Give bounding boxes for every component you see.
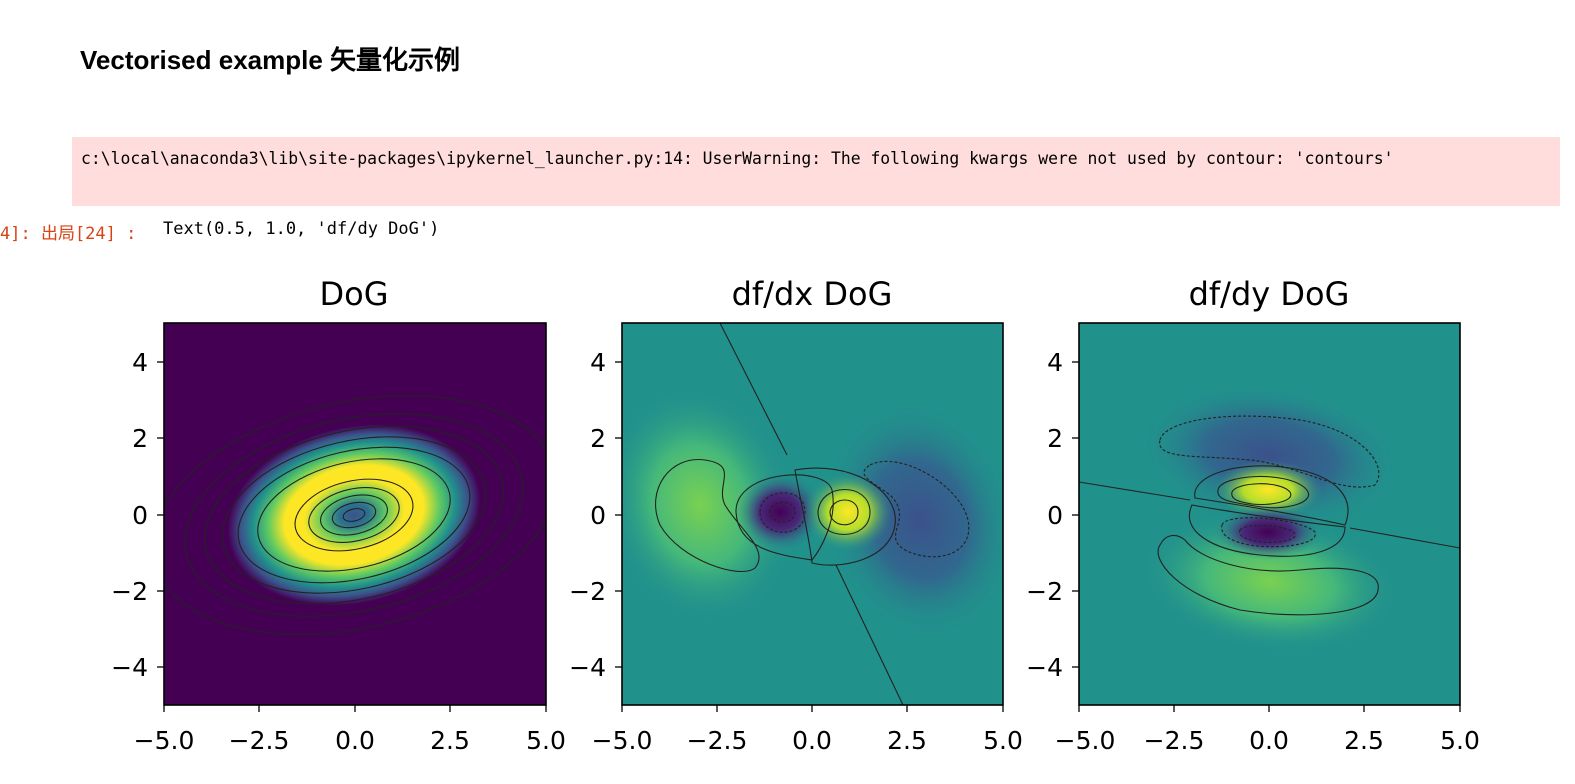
dfdx-panel: df/dx DoG (569, 275, 1023, 755)
dfdx-x-ticks (621, 705, 1004, 712)
dog-ytick-label: 2 (132, 424, 148, 453)
dog-y-ticks (157, 361, 164, 668)
dfdx-xtick-label: 0.0 (792, 726, 832, 755)
dog-ytick-label: −2 (111, 577, 148, 606)
dog-xtick-label: 2.5 (430, 726, 470, 755)
dog-x-ticks (163, 705, 547, 712)
dfdy-ytick-label: −4 (1026, 653, 1063, 682)
dfdy-x-ticks (1078, 705, 1461, 712)
dfdx-title: df/dx DoG (732, 275, 893, 313)
dfdy-panel: df/dy DoG (1026, 275, 1480, 755)
dog-heatmap (164, 323, 546, 705)
figure: DoG 4 2 (111, 275, 1480, 755)
dog-panel: DoG 4 2 (111, 275, 566, 755)
dfdx-xtick-label: 2.5 (887, 726, 927, 755)
section-heading: Vectorised example 矢量化示例 (80, 45, 461, 75)
dfdx-contours (655, 323, 970, 705)
dfdx-ytick-label: −2 (569, 577, 606, 606)
warning-output: c:\local\anaconda3\lib\site-packages\ipy… (72, 137, 1560, 206)
dog-ytick-label: −4 (111, 653, 148, 682)
warning-text: c:\local\anaconda3\lib\site-packages\ipy… (81, 149, 1394, 168)
dog-ytick-label: 0 (132, 501, 148, 530)
dog-ytick-label: 4 (132, 348, 148, 377)
dfdy-ytick-label: 2 (1047, 424, 1063, 453)
dfdx-ytick-label: −4 (569, 653, 606, 682)
dfdx-ytick-label: 2 (590, 424, 606, 453)
output-text: Text(0.5, 1.0, 'df/dy DoG') (163, 219, 440, 239)
dfdy-xtick-label: 2.5 (1344, 726, 1384, 755)
dfdx-xtick-label: −2.5 (687, 726, 748, 755)
dfdx-ytick-label: 0 (590, 501, 606, 530)
dfdy-xtick-label: −5.0 (1055, 726, 1116, 755)
dfdy-y-ticks (1072, 361, 1079, 668)
dog-contours (164, 395, 546, 635)
dfdx-xtick-label: 5.0 (983, 726, 1023, 755)
dfdy-ytick-label: 0 (1047, 501, 1063, 530)
dfdy-xtick-label: 0.0 (1249, 726, 1289, 755)
output-prompt: 4]: 出局[24] : (0, 224, 137, 244)
dfdy-ytick-label: −2 (1026, 577, 1063, 606)
dfdy-contours (1079, 415, 1460, 616)
dfdy-xtick-label: 5.0 (1440, 726, 1480, 755)
dfdy-ytick-label: 4 (1047, 348, 1063, 377)
dfdy-xtick-label: −2.5 (1144, 726, 1205, 755)
dfdx-y-ticks (615, 361, 622, 668)
dog-xtick-label: 5.0 (526, 726, 566, 755)
dfdx-xtick-label: −5.0 (592, 726, 653, 755)
dog-xtick-label: −2.5 (229, 726, 290, 755)
dfdy-title: df/dy DoG (1189, 275, 1350, 313)
dfdx-ytick-label: 4 (590, 348, 606, 377)
dog-xtick-label: 0.0 (335, 726, 375, 755)
dog-title: DoG (319, 275, 388, 313)
dog-xtick-label: −5.0 (134, 726, 195, 755)
